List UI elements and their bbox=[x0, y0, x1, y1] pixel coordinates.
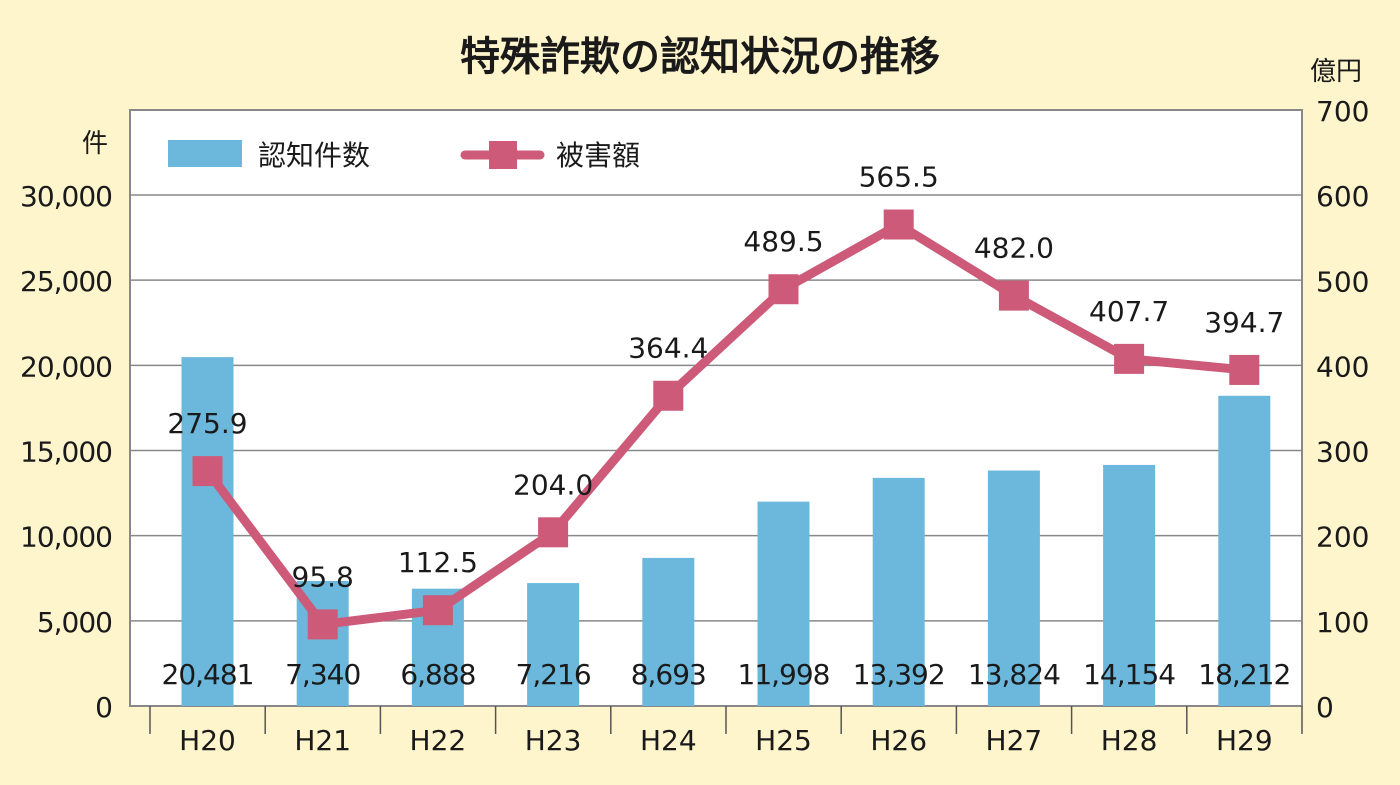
right-tick-label: 100 bbox=[1316, 606, 1369, 639]
x-tick-label: H22 bbox=[410, 724, 467, 757]
legend-line-marker bbox=[489, 141, 517, 169]
line-data-label: 112.5 bbox=[398, 546, 478, 579]
right-tick-label: 600 bbox=[1316, 180, 1369, 213]
line-marker bbox=[538, 517, 569, 548]
line-marker bbox=[307, 609, 338, 640]
line-data-label: 565.5 bbox=[859, 161, 939, 194]
right-tick-label: 200 bbox=[1316, 521, 1369, 554]
x-tick-label: H21 bbox=[294, 724, 351, 757]
legend-bar-label: 認知件数 bbox=[258, 139, 370, 172]
bar-data-label: 13,392 bbox=[853, 658, 945, 691]
bar-data-label: 18,212 bbox=[1198, 658, 1290, 691]
x-tick-label: H29 bbox=[1216, 724, 1273, 757]
bar bbox=[642, 557, 695, 706]
bar-data-label: 13,824 bbox=[968, 658, 1060, 691]
line-data-label: 407.7 bbox=[1089, 295, 1169, 328]
line-data-label: 489.5 bbox=[743, 225, 823, 258]
x-tick-label: H25 bbox=[755, 724, 812, 757]
x-tick-label: H26 bbox=[870, 724, 927, 757]
line-marker bbox=[1229, 354, 1260, 385]
left-tick-label: 5,000 bbox=[37, 606, 112, 639]
x-tick-label: H28 bbox=[1101, 724, 1158, 757]
bar bbox=[1103, 464, 1156, 706]
right-tick-label: 400 bbox=[1316, 350, 1369, 383]
bar bbox=[527, 583, 580, 706]
line-marker bbox=[998, 280, 1029, 311]
line-data-label: 482.0 bbox=[974, 232, 1054, 265]
bar-data-label: 14,154 bbox=[1083, 658, 1175, 691]
chart-title: 特殊詐欺の認知状況の推移 bbox=[460, 34, 940, 80]
bar-data-label: 7,340 bbox=[285, 658, 360, 691]
legend-bar-swatch bbox=[168, 140, 242, 167]
line-data-label: 204.0 bbox=[513, 468, 593, 501]
x-tick-label: H20 bbox=[179, 724, 236, 757]
left-tick-label: 25,000 bbox=[20, 265, 112, 298]
right-tick-label: 300 bbox=[1316, 436, 1369, 469]
bar bbox=[872, 477, 925, 706]
line-series bbox=[203, 220, 1245, 629]
left-tick-label: 20,000 bbox=[20, 350, 112, 383]
line-data-label: 275.9 bbox=[167, 407, 247, 440]
bar-data-label: 7,216 bbox=[516, 658, 591, 691]
bar-data-label: 8,693 bbox=[631, 658, 706, 691]
bar-data-label: 20,481 bbox=[162, 658, 254, 691]
bar-data-label: 11,998 bbox=[738, 658, 830, 691]
x-tick-label: H24 bbox=[640, 724, 697, 757]
bar bbox=[757, 501, 810, 706]
legend-line-label: 被害額 bbox=[556, 139, 640, 172]
right-tick-label: 700 bbox=[1316, 95, 1369, 128]
bar bbox=[1218, 395, 1271, 706]
x-tick-label: H23 bbox=[525, 724, 582, 757]
line-marker bbox=[422, 595, 453, 626]
line-data-label: 364.4 bbox=[628, 332, 708, 365]
left-axis-unit: 件 bbox=[82, 129, 108, 159]
bar-data-label: 6,888 bbox=[400, 658, 475, 691]
line-marker bbox=[768, 274, 799, 305]
bar bbox=[181, 357, 234, 706]
bar bbox=[987, 470, 1040, 706]
line-marker bbox=[883, 209, 914, 240]
right-tick-label: 500 bbox=[1316, 265, 1369, 298]
left-tick-label: 10,000 bbox=[20, 521, 112, 554]
left-tick-label: 0 bbox=[95, 691, 112, 724]
left-tick-label: 15,000 bbox=[20, 436, 112, 469]
line-marker bbox=[192, 456, 223, 487]
right-tick-label: 0 bbox=[1316, 691, 1334, 724]
x-tick-label: H27 bbox=[986, 724, 1043, 757]
right-axis-unit: 億円 bbox=[1310, 57, 1362, 87]
line-data-label: 394.7 bbox=[1204, 306, 1284, 339]
line-marker bbox=[1114, 343, 1145, 374]
left-tick-label: 30,000 bbox=[20, 180, 112, 213]
line-data-label: 95.8 bbox=[292, 560, 354, 593]
line-marker bbox=[653, 380, 684, 411]
